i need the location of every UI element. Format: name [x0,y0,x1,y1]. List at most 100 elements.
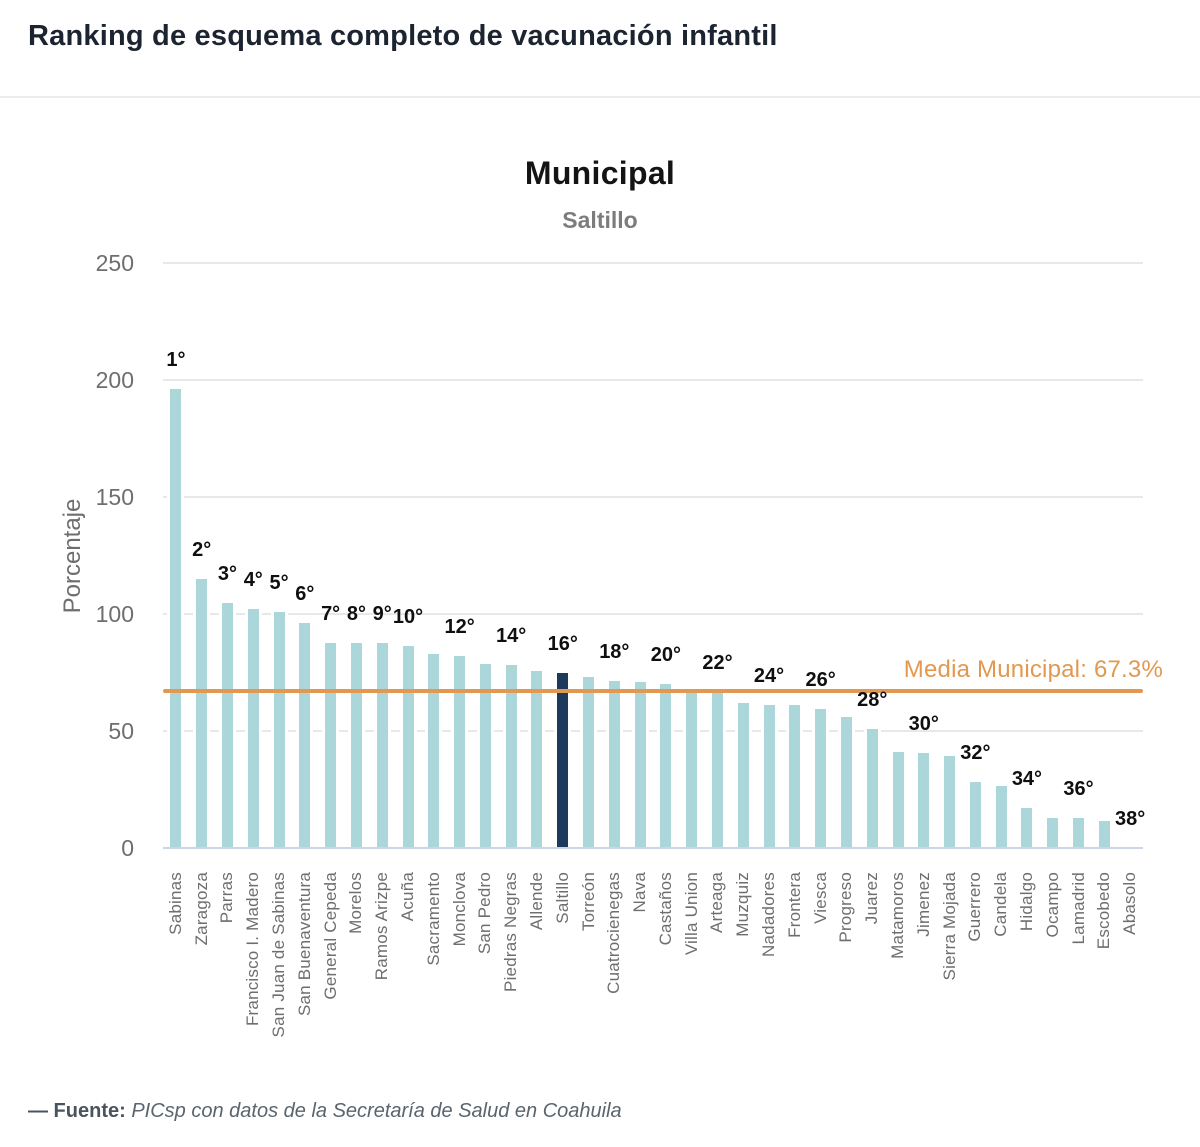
bar-nava [631,681,649,848]
x-tick-label-san-buenaventura: San Buenaventura [294,872,314,1017]
rank-label-4: 4° [243,569,263,592]
x-tick-label-hidalgo: Hidalgo [1016,872,1036,932]
x-tick-label-ocampo: Ocampo [1042,872,1062,938]
x-tick-label-juarez: Juarez [862,872,882,925]
rank-label-34: 34° [1011,768,1043,791]
y-tick-label-0: 0 [121,835,134,861]
rank-label-30: 30° [908,713,939,736]
y-tick-label-100: 100 [95,601,134,627]
x-tick-label-viesca: Viesca [810,872,830,924]
x-tick-label-villa-union: Villa Union [681,872,701,956]
bar-progreso [837,716,855,848]
header-divider [0,96,1200,98]
bar-piedras-negras [502,665,520,848]
bar-general-cepeda [322,643,340,848]
bar-torre-n [580,677,598,848]
x-tick-label-general-cepeda: General Cepeda [320,872,340,1000]
rank-label-6: 6° [295,583,315,606]
rank-label-5: 5° [269,571,289,594]
bar-ocampo [1044,817,1062,848]
x-tick-label-sabinas: Sabinas [165,872,185,935]
bar-jimenez [915,753,933,848]
x-tick-label-parras: Parras [217,872,237,924]
source-label: — Fuente: [28,1100,126,1122]
page-title: Ranking de esquema completo de vacunació… [28,20,778,52]
rank-label-10: 10° [392,605,424,628]
x-tick-label-progreso: Progreso [836,872,856,943]
bar-nadadores [760,705,778,848]
chart-title: Municipal [524,155,676,191]
bar-monclova [451,656,469,848]
reference-line-label: Media Municipal: 67.3% [903,656,1163,683]
bar-juarez [863,728,881,848]
bar-escobedo [1095,821,1113,848]
x-tick-label-san-pedro: San Pedro [475,872,495,955]
x-tick-label-abasolo: Abasolo [1120,872,1140,935]
x-tick-label-morelos: Morelos [346,872,366,934]
bar-cuatrocienegas [605,680,623,848]
bar-lamadrid [1070,817,1088,848]
rank-label-16: 16° [547,632,578,655]
bar-morelos [347,643,365,848]
x-tick-label-torre-n: Torreón [578,872,598,932]
rank-label-22: 22° [702,652,733,675]
x-tick-label-francisco-i-madero: Francisco I. Madero [243,872,263,1027]
rank-label-7: 7° [321,603,341,626]
bar-francisco-i-madero [244,609,262,848]
x-tick-label-acu-a: Acuña [398,872,417,922]
rank-label-24: 24° [753,665,785,688]
bar-acu-a [399,645,417,848]
bar-sabinas [167,389,185,848]
x-tick-label-muzquiz: Muzquiz [733,872,753,937]
rank-label-2: 2° [192,538,212,561]
rank-label-9: 9° [372,603,392,626]
chart-subtitle: Saltillo [562,207,638,233]
bar-saltillo [554,672,572,848]
bar-guerrero [966,782,984,848]
rank-label-36: 36° [1063,777,1094,800]
x-tick-label-candela: Candela [991,872,1011,937]
gridline-250 [163,262,1143,264]
x-tick-label-lamadrid: Lamadrid [1068,872,1088,945]
x-tick-label-monclova: Monclova [449,872,469,947]
source-note: — Fuente: PICsp con datos de la Secretar… [28,1100,622,1123]
bar-parras [218,603,236,848]
bar-frontera [786,705,804,848]
rank-label-18: 18° [599,640,630,663]
reference-line [163,688,1143,693]
x-tick-label-jimenez: Jimenez [913,872,933,937]
gridline-50 [163,730,1143,732]
plot-area [163,262,1143,849]
bar-casta-os [657,684,675,848]
x-tick-label-frontera: Frontera [784,872,804,938]
bar-san-buenaventura [296,623,314,848]
bar-ramos-arizpe [373,643,391,848]
bar-muzquiz [734,702,752,848]
x-tick-label-nava: Nava [630,872,650,913]
bar-candela [992,786,1010,848]
rank-label-8: 8° [346,603,366,626]
bar-sacramento [425,653,443,848]
bar-san-pedro [476,664,494,848]
rank-label-32: 32° [960,742,991,765]
gridline-100 [163,613,1143,615]
rank-label-28: 28° [857,688,888,711]
y-tick-label-250: 250 [95,250,134,276]
y-tick-label-150: 150 [95,484,134,510]
rank-label-26: 26° [805,668,836,691]
rank-label-14: 14° [496,625,527,648]
x-tick-label-nadadores: Nadadores [759,872,779,957]
y-tick-label-50: 50 [108,718,134,744]
bar-matamoros [889,752,907,848]
x-tick-label-sierra-mojada: Sierra Mojada [939,872,959,981]
x-tick-label-arteaga: Arteaga [707,872,727,933]
source-text: PICsp con datos de la Secretaría de Salu… [131,1100,622,1122]
rank-label-38: 38° [1114,808,1146,830]
x-tick-label-san-juan-de-sabinas: San Juan de Sabinas [269,872,289,1038]
bar-san-juan-de-sabinas [270,611,288,848]
x-tick-label-guerrero: Guerrero [965,872,985,942]
x-tick-label-piedras-negras: Piedras Negras [501,872,521,992]
y-axis-title: Porcentaje [59,498,86,614]
bar-viesca [812,708,830,848]
